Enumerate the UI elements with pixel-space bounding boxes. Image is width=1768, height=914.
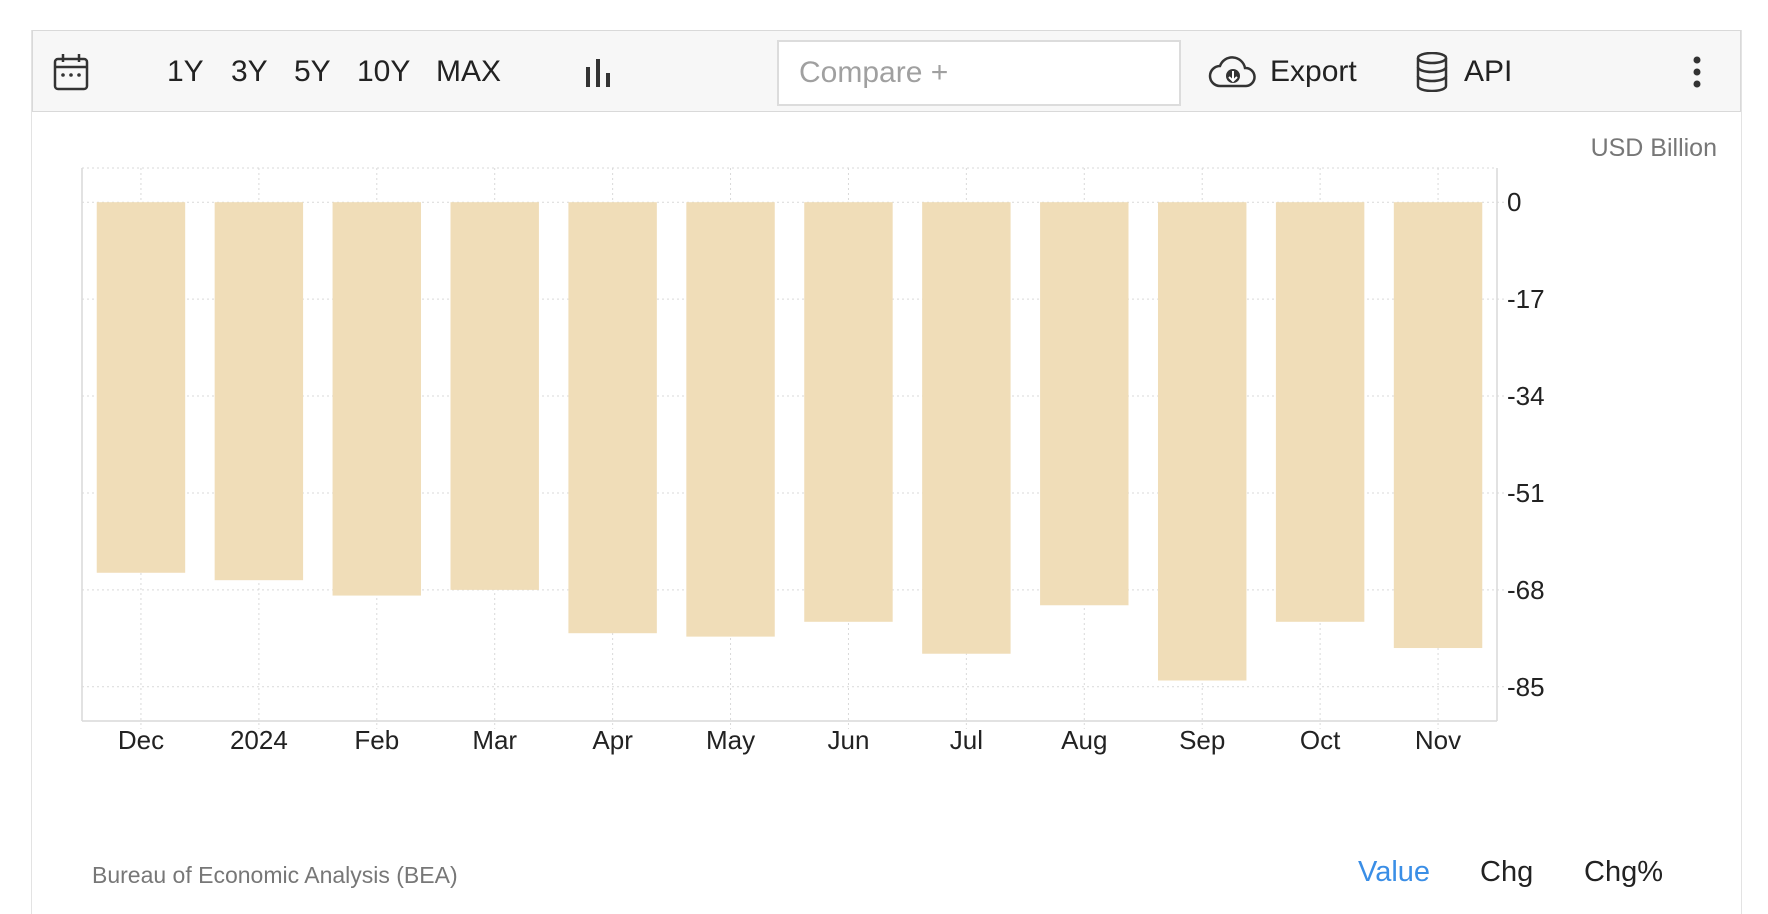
range-1y-button[interactable]: 1Y <box>167 55 204 88</box>
bar-chart-icon[interactable] <box>584 31 614 113</box>
y-tick-label: -51 <box>1507 478 1545 508</box>
bar <box>450 202 539 590</box>
y-tick-label: 0 <box>1507 187 1521 217</box>
y-tick-label: -68 <box>1507 575 1545 605</box>
x-tick-label: Mar <box>472 725 517 755</box>
x-tick-label: May <box>706 725 755 755</box>
cloud-download-icon <box>1208 56 1256 88</box>
compare-input[interactable] <box>777 40 1181 106</box>
bar <box>568 202 657 634</box>
database-icon <box>1416 52 1448 92</box>
x-tick-label: Oct <box>1300 725 1341 755</box>
unit-label: USD Billion <box>1590 134 1717 162</box>
api-label: API <box>1464 55 1513 88</box>
mode-chg-pct-tab[interactable]: Chg% <box>1584 856 1663 888</box>
api-button[interactable]: API <box>1416 31 1512 113</box>
x-tick-label: Aug <box>1061 725 1107 755</box>
x-tick-label: Jun <box>827 725 869 755</box>
range-5y-button[interactable]: 5Y <box>294 55 331 88</box>
mode-value-tab[interactable]: Value <box>1358 856 1431 888</box>
bar <box>1275 202 1365 622</box>
bar <box>96 202 186 573</box>
range-max-button[interactable]: MAX <box>436 55 502 88</box>
source-label: Bureau of Economic Analysis (BEA) <box>92 862 458 888</box>
bar <box>686 202 775 637</box>
range-10y-button[interactable]: 10Y <box>357 55 411 88</box>
x-tick-label: Sep <box>1179 725 1225 755</box>
export-label: Export <box>1270 55 1357 88</box>
x-tick-label: Nov <box>1415 725 1461 755</box>
y-tick-label: -17 <box>1507 284 1545 314</box>
range-3y-button[interactable]: 3Y <box>231 55 268 88</box>
bar <box>922 202 1011 654</box>
x-tick-label: 2024 <box>230 725 288 755</box>
bar-chart: 0 -17 -34 -51 -68 -85 Dec 2024 Feb Mar Apr May Jun Ju… <box>81 167 1545 755</box>
x-tick-label: Feb <box>354 725 399 755</box>
calendar-icon[interactable] <box>53 31 89 113</box>
chart-toolbar: 1Y 3Y 5Y 10Y MAX Export <box>32 30 1741 112</box>
export-button[interactable]: Export <box>1208 31 1357 113</box>
bar <box>1393 202 1483 649</box>
y-tick-label: -85 <box>1507 672 1545 702</box>
chart-widget: 1Y 3Y 5Y 10Y MAX Export <box>31 30 1742 914</box>
bar <box>804 202 893 622</box>
mode-chg-tab[interactable]: Chg <box>1480 856 1534 888</box>
bar <box>1157 202 1247 681</box>
bar <box>214 202 304 581</box>
x-tick-label: Apr <box>592 725 633 755</box>
bar <box>332 202 422 596</box>
y-tick-label: -34 <box>1507 381 1545 411</box>
bar <box>1040 202 1129 606</box>
x-tick-label: Jul <box>950 725 983 755</box>
x-tick-label: Dec <box>118 725 164 755</box>
vertical-dots-icon[interactable] <box>1692 31 1702 113</box>
